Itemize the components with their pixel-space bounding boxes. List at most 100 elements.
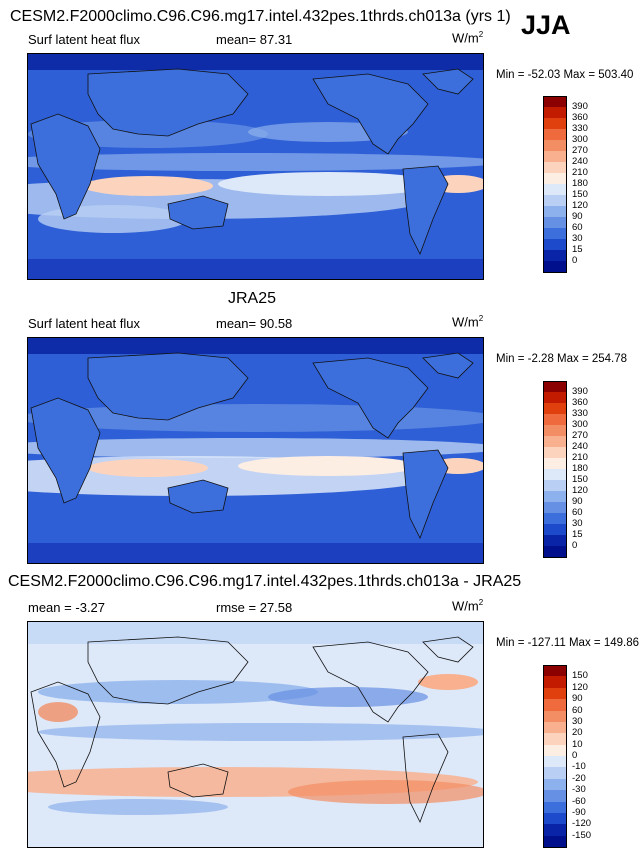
model-map: [27, 53, 484, 280]
colorbar-swatch: [543, 217, 567, 229]
colorbar-swatch: [543, 458, 567, 470]
diff-units-exponent: 2: [478, 598, 484, 607]
colorbar-label: 60: [572, 704, 583, 716]
model-panel-title: CESM2.F2000climo.C96.C96.mg17.intel.432p…: [10, 8, 511, 25]
colorbar-label: 270: [572, 145, 588, 156]
colorbar-label: 330: [572, 408, 588, 419]
colorbar-swatch: [543, 239, 567, 251]
colorbar-swatch: [543, 524, 567, 536]
colorbar-label: 30: [572, 715, 583, 727]
diff-minmax: Min = -127.11 Max = 149.86: [496, 637, 639, 649]
obs-mean-label: mean=: [216, 316, 257, 331]
colorbar-label: -10: [572, 761, 586, 773]
colorbar-swatch: [543, 513, 567, 525]
obs-panel-title: JRA25: [228, 290, 277, 307]
colorbar-swatch: [543, 162, 567, 174]
model-variable-label: Surf latent heat flux: [28, 32, 141, 47]
colorbar-swatch: [543, 195, 567, 207]
colorbar-swatch: [543, 381, 567, 393]
colorbar-label: 360: [572, 112, 588, 123]
colorbar-swatch: [543, 687, 567, 700]
model-map-field: [28, 54, 483, 279]
colorbar-swatch: [543, 129, 567, 141]
model-minmax: Min = -52.03 Max = 503.40: [496, 69, 634, 81]
model-units-exponent: 2: [478, 30, 484, 39]
colorbar-swatch: [543, 502, 567, 514]
colorbar-label: 60: [572, 507, 583, 518]
obs-colorbar: 390 360 330 300 270 240 210 180 150 120 90 60 30 15 0: [543, 381, 642, 558]
colorbar-swatch: [543, 96, 567, 108]
colorbar-label: 30: [572, 233, 583, 244]
colorbar-swatch: [543, 250, 567, 262]
diff-mean-label: mean =: [28, 600, 72, 615]
colorbar-swatch: [543, 184, 567, 196]
colorbar-swatch: [543, 790, 567, 802]
colorbar-label: 240: [572, 441, 588, 452]
colorbar-swatch: [543, 710, 567, 723]
obs-map: [27, 337, 484, 564]
diff-rmse-value: 27.58: [259, 600, 293, 615]
model-colorbar: 390 360 330 300 270 240 210 180 150 120 90 60 30 15 0: [543, 96, 642, 273]
colorbar-label: 90: [572, 496, 583, 507]
colorbar-label: -90: [572, 806, 586, 818]
colorbar-swatch: [543, 403, 567, 415]
colorbar-label: 150: [572, 189, 588, 200]
colorbar-label: 300: [572, 134, 588, 145]
colorbar-label: 10: [572, 738, 583, 750]
colorbar-label: 390: [572, 101, 588, 112]
diff-map-field: [28, 622, 483, 847]
colorbar-swatch: [543, 140, 567, 152]
obs-map-field: [28, 338, 483, 563]
colorbar-swatch: [543, 118, 567, 130]
diff-mean-value: -3.27: [75, 600, 105, 615]
colorbar-label: 150: [572, 670, 588, 682]
colorbar-swatch: [543, 733, 567, 746]
colorbar-label: -20: [572, 772, 586, 784]
colorbar-swatch: [543, 721, 567, 734]
diff-panel-title: CESM2.F2000climo.C96.C96.mg17.intel.432p…: [8, 573, 522, 590]
colorbar-label: 240: [572, 156, 588, 167]
colorbar-label: 150: [572, 474, 588, 485]
colorbar-swatch: [543, 535, 567, 547]
colorbar-swatch: [543, 491, 567, 503]
colorbar-label: -150: [572, 829, 592, 841]
colorbar-swatch: [543, 228, 567, 240]
colorbar-label: 120: [572, 200, 588, 211]
diff-colorbar: 150 120 90 60 30 20 10 0 -10 -20 -30 -60 -90 -120 -150: [543, 665, 642, 848]
colorbar-swatch: [543, 206, 567, 218]
colorbar-label: 120: [572, 681, 588, 693]
colorbar-label: 210: [572, 167, 588, 178]
colorbar-swatch: [543, 447, 567, 459]
colorbar-swatch: [543, 425, 567, 437]
colorbar-label: 15: [572, 244, 583, 255]
colorbar-label: 0: [572, 255, 578, 266]
colorbar-label: -30: [572, 784, 586, 796]
colorbar-swatch: [543, 469, 567, 481]
colorbar-label: 120: [572, 485, 588, 496]
obs-units: W/m: [452, 314, 479, 330]
colorbar-label: 0: [572, 750, 578, 761]
colorbar-swatch: [543, 699, 567, 711]
colorbar-swatch: [543, 744, 567, 757]
colorbar-swatch: [543, 801, 567, 814]
colorbar-label: -60: [572, 795, 586, 807]
colorbar-label: 0: [572, 540, 578, 551]
model-mean-label: mean=: [216, 32, 257, 47]
colorbar-swatch: [543, 767, 567, 780]
colorbar-swatch: [543, 151, 567, 163]
obs-minmax: Min = -2.28 Max = 254.78: [496, 353, 628, 365]
colorbar-swatch: [543, 812, 567, 825]
colorbar-swatch: [543, 107, 567, 119]
colorbar-swatch: [543, 546, 567, 558]
colorbar-swatch: [543, 676, 567, 689]
colorbar-label: 15: [572, 529, 583, 540]
colorbar-swatch: [543, 436, 567, 448]
colorbar-swatch: [543, 392, 567, 404]
colorbar-label: 360: [572, 397, 588, 408]
colorbar-label: 210: [572, 452, 588, 463]
diff-units: W/m: [452, 598, 479, 614]
colorbar-label: 270: [572, 430, 588, 441]
colorbar-label: 180: [572, 463, 588, 474]
colorbar-swatch: [543, 261, 567, 273]
colorbar-label: 90: [572, 693, 583, 705]
